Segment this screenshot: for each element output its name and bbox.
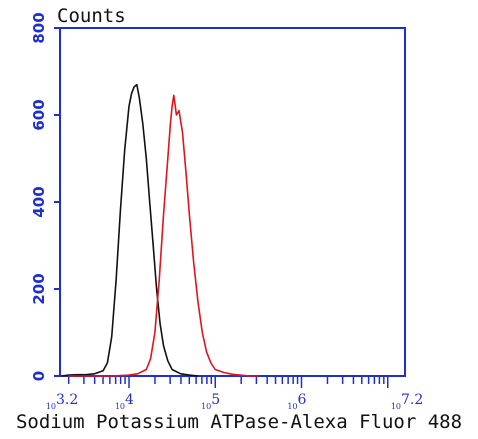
series-line-control	[61, 83, 199, 377]
x-tick-label-exponent: 7.2	[401, 392, 423, 408]
x-tick-label-base: 10	[115, 402, 125, 411]
y-tick-label: 0	[30, 371, 48, 381]
x-tick-label-base: 10	[201, 402, 211, 411]
plot-frame	[59, 27, 406, 377]
x-axis-label: Sodium Potassium ATPase-Alexa Fluor 488	[16, 411, 462, 433]
x-tick-label-exponent: 4	[125, 392, 134, 408]
x-tick-label-exponent: 3.2	[56, 392, 78, 408]
y-tick-label: 600	[30, 99, 48, 130]
x-tick-label-base: 10	[391, 402, 401, 411]
series-line-stained	[68, 94, 259, 377]
x-tick-label-base: 10	[287, 402, 297, 411]
y-tick-label: 800	[30, 12, 48, 43]
x-tick-label-exponent: 5	[211, 392, 220, 408]
y-axis: 0 200 400 600 800	[30, 12, 60, 381]
series-group	[61, 83, 259, 377]
x-axis: 10 3.2 10 4 10 5 10 6 10 7.2	[46, 376, 423, 411]
y-tick-label: 200	[30, 273, 48, 304]
chart-title: Counts	[57, 5, 126, 27]
y-tick-label: 400	[30, 186, 48, 217]
x-tick-label-base: 10	[46, 402, 56, 411]
x-tick-label-exponent: 6	[298, 392, 307, 408]
